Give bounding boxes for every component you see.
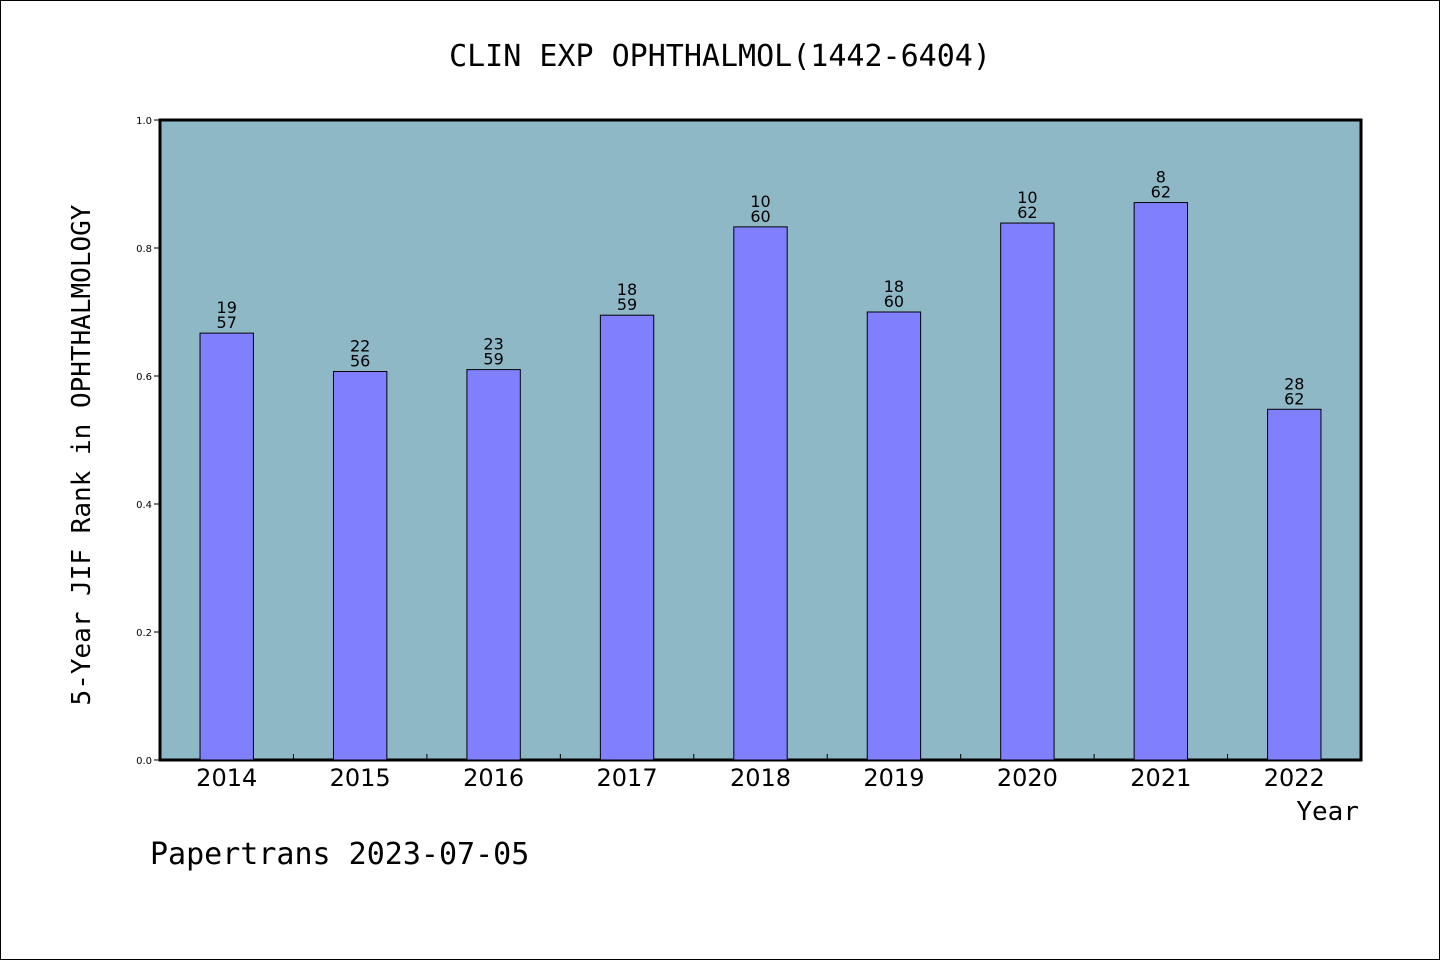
bar-rank-label-2014: 19 [217,298,237,317]
bar-2015 [332,371,388,761]
bar-total-label-2022: 62 [1284,389,1304,408]
bar-rank-label-2015: 22 [350,337,370,356]
y-tick-label-1.0: 1.0 [136,116,152,127]
x-tick-label-2018: 2018 [730,764,791,792]
footer-credit: Papertrans 2023-07-05 [150,837,529,872]
bar-2018 [733,226,788,761]
bar-2019 [866,311,922,761]
bar-total-label-2016: 59 [483,350,503,369]
x-axis-label: Year [1296,797,1359,827]
bar-rank-label-2019: 18 [884,277,904,296]
bar-2020 [1000,222,1055,761]
bar-rank-label-2022: 28 [1284,374,1304,393]
y-tick-label-0.6: 0.6 [136,372,152,383]
x-tick-label-2022: 2022 [1264,764,1325,792]
x-tick-label-2021: 2021 [1130,764,1191,792]
bars-group [199,202,1322,761]
bar-total-label-2018: 60 [750,207,770,226]
bar-2022 [1267,408,1322,761]
bar-total-label-2020: 62 [1017,203,1037,222]
bar-2021 [1133,202,1189,761]
x-tick-label-2019: 2019 [863,764,924,792]
bar-rank-label-2018: 10 [750,192,770,211]
bar-2016 [466,369,521,761]
bar-total-label-2014: 57 [217,313,237,332]
x-axis: 2014 2015 2016 2017 2018 2019 2020 2021 2022 [196,754,1325,792]
x-tick-label-2020: 2020 [997,764,1058,792]
bar-2017 [599,314,655,761]
bar-total-label-2017: 59 [617,295,637,314]
x-tick-label-2016: 2016 [463,764,524,792]
x-tick-label-2017: 2017 [597,764,658,792]
chart-title: CLIN EXP OPHTHALMOL(1442-6404) [449,39,991,74]
x-tick-label-2015: 2015 [330,764,391,792]
bar-rank-label-2017: 18 [617,280,637,299]
bar-total-label-2015: 56 [350,352,370,371]
bar-2014 [199,332,254,761]
y-tick-label-0.0: 0.0 [136,756,152,767]
y-tick-label-0.8: 0.8 [136,244,152,255]
bar-rank-label-2021: 8 [1156,168,1166,187]
y-tick-label-0.2: 0.2 [136,628,152,639]
y-axis: 0.0 0.2 0.4 0.6 0.8 1.0 [136,116,160,767]
bar-total-label-2019: 60 [884,292,904,311]
x-tick-label-2014: 2014 [196,764,257,792]
bar-rank-label-2020: 10 [1017,188,1037,207]
y-axis-label: 5-Year JIF Rank in OPHTHALMOLOGY [67,204,97,705]
y-tick-label-0.4: 0.4 [136,500,152,511]
bar-total-label-2021: 62 [1151,183,1171,202]
bar-rank-label-2016: 23 [483,335,503,354]
